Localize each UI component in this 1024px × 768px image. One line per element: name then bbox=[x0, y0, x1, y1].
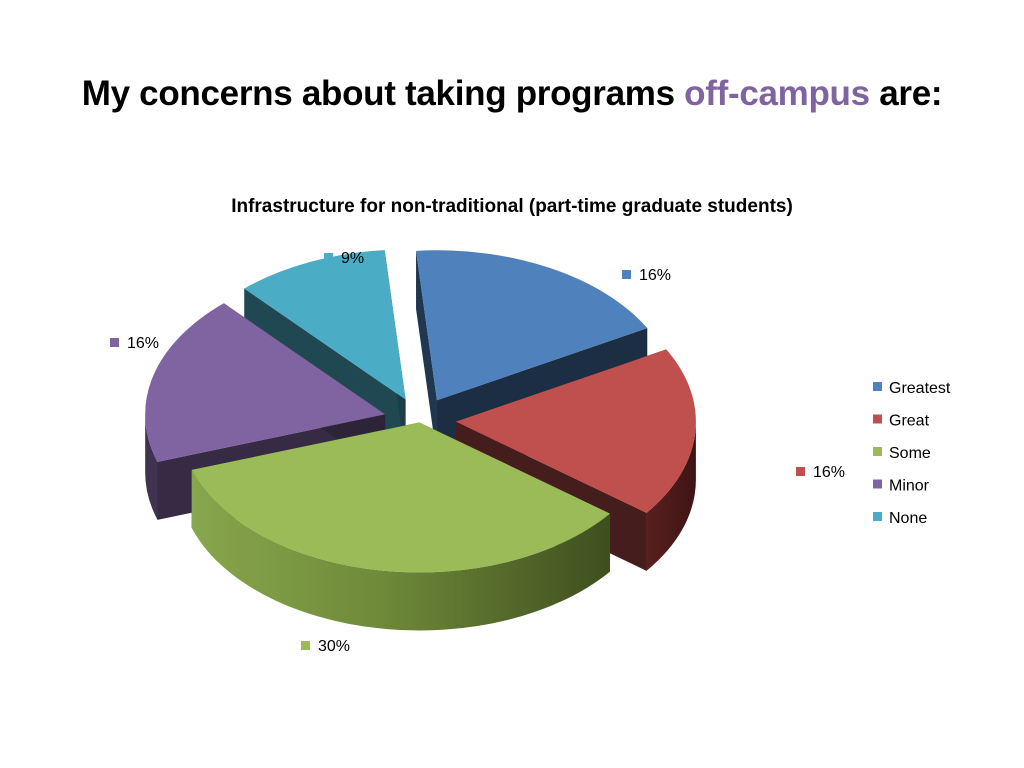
legend: Greatest Great Some Minor None bbox=[873, 380, 951, 527]
legend-label-great: Great bbox=[889, 413, 930, 430]
data-label-marker-greatest bbox=[622, 270, 631, 279]
legend-swatch-some bbox=[873, 447, 882, 456]
data-label-great: 16% bbox=[813, 464, 845, 481]
slice-top bbox=[455, 349, 696, 513]
slice-wall bbox=[416, 250, 437, 459]
slice-top bbox=[244, 250, 406, 400]
slice-side bbox=[145, 414, 158, 520]
legend-label-none: None bbox=[889, 510, 927, 527]
slices-layer bbox=[145, 250, 696, 631]
slide-title-suffix: are: bbox=[879, 74, 943, 113]
data-label-minor: 16% bbox=[127, 335, 159, 352]
legend-swatch-great bbox=[873, 414, 882, 424]
legend-swatch-none bbox=[873, 512, 882, 521]
legend-label-greatest: Greatest bbox=[889, 380, 951, 397]
chart-title: Infrastructure for non-traditional (part… bbox=[231, 196, 793, 217]
data-label-marker-none bbox=[324, 253, 333, 262]
slice-top bbox=[145, 303, 386, 462]
slide-title-prefix: My concerns about taking programs bbox=[81, 74, 675, 113]
slice-side bbox=[646, 421, 696, 571]
legend-swatch-minor bbox=[873, 479, 882, 489]
data-label-none: 9% bbox=[341, 250, 364, 267]
slice-top bbox=[191, 422, 610, 573]
data-labels: 16% 16% 30% 16% 9% bbox=[110, 250, 845, 655]
slide-title: My concerns about taking programs off-ca… bbox=[0, 74, 1024, 114]
slice-side bbox=[191, 469, 610, 631]
data-label-marker-great bbox=[796, 467, 805, 476]
legend-label-some: Some bbox=[889, 445, 931, 462]
data-label-some: 30% bbox=[318, 638, 350, 655]
legend-label-minor: Minor bbox=[889, 478, 930, 495]
slice-top bbox=[416, 250, 648, 401]
data-label-marker-some bbox=[301, 641, 310, 650]
data-label-greatest: 16% bbox=[639, 267, 671, 284]
slide-title-accent: off-campus bbox=[684, 74, 870, 113]
legend-swatch-greatest bbox=[873, 382, 882, 391]
pie-slice-some bbox=[191, 422, 610, 631]
data-label-marker-minor bbox=[110, 338, 119, 347]
